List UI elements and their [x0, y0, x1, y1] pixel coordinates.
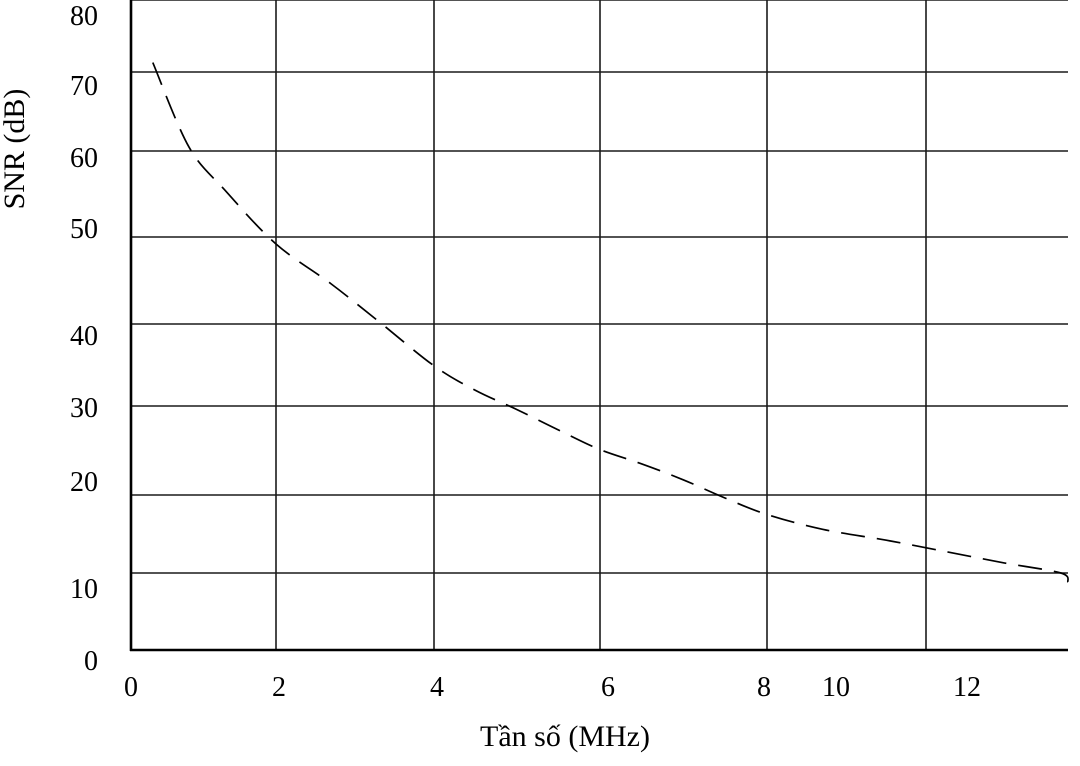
y-tick-label-60: 60	[70, 143, 98, 174]
x-tick-label-2: 2	[272, 672, 286, 703]
series-layer	[152, 62, 1069, 583]
axes	[129, 0, 1068, 652]
grid	[131, 0, 1068, 650]
x-axis-title: Tần số (MHz)	[480, 720, 650, 753]
y-tick-label-0: 0	[84, 646, 98, 677]
y-tick-label-10: 10	[70, 574, 98, 605]
y-tick-label-30: 30	[70, 393, 98, 424]
x-tick-label-0: 0	[124, 672, 138, 703]
x-tick-labels: 0 2 4 6 8 10 12	[124, 672, 981, 703]
y-axis-title: SNR (dB)	[0, 89, 31, 210]
x-tick-label-12: 12	[953, 672, 981, 703]
y-tick-labels: 0 10 20 30 40 50 60 70 80	[70, 1, 98, 677]
x-tick-label-6: 6	[601, 672, 615, 703]
x-tick-label-4: 4	[430, 672, 444, 703]
x-tick-label-8: 8	[757, 672, 771, 703]
x-tick-label-10: 10	[822, 672, 850, 703]
y-tick-label-50: 50	[70, 214, 98, 245]
series-line-0	[152, 62, 1069, 583]
y-tick-label-40: 40	[70, 321, 98, 352]
y-tick-label-20: 20	[70, 467, 98, 498]
y-tick-label-70: 70	[70, 71, 98, 102]
y-tick-label-80: 80	[70, 1, 98, 32]
